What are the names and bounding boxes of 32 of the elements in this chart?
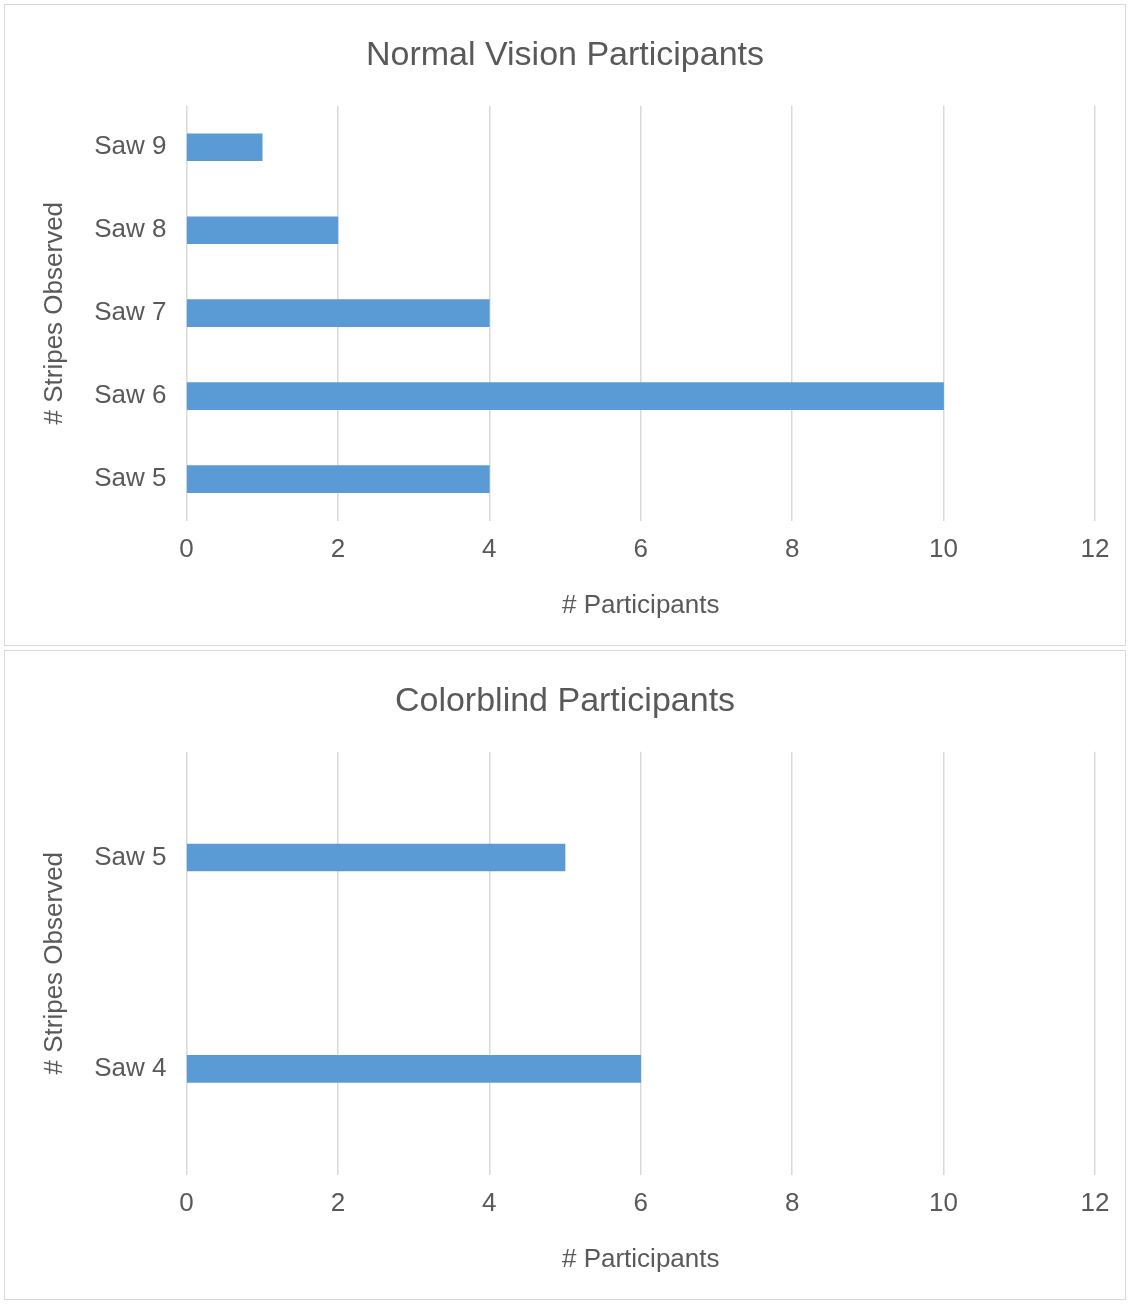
y-tick-label: Saw 6 [94, 379, 167, 410]
y-axis-title: # Stripes Observed [37, 851, 68, 1075]
bar [186, 299, 490, 328]
chart-title: Normal Vision Participants [365, 33, 765, 72]
y-tick-label: Saw 8 [94, 213, 167, 244]
x-axis-title: # Participants [561, 588, 720, 619]
y-tick-label: Saw 5 [94, 462, 167, 493]
y-tick-label: Saw 4 [94, 1052, 167, 1083]
bar [186, 465, 490, 493]
x-tick-label: 10 [929, 1187, 959, 1218]
y-tick-label: Saw 9 [94, 130, 167, 161]
x-tick-label: 2 [330, 1187, 346, 1218]
x-tick-label: 4 [482, 533, 497, 564]
x-tick-label: 0 [179, 1187, 194, 1218]
x-tick-label: 6 [633, 533, 648, 564]
x-tick-label: 4 [482, 1187, 497, 1218]
x-tick-label: 8 [784, 1187, 800, 1218]
x-tick-label: 12 [1080, 1187, 1110, 1218]
y-tick-label: Saw 7 [94, 296, 167, 327]
x-axis-title: # Participants [561, 1242, 720, 1273]
x-tick-label: 6 [633, 1187, 648, 1218]
bar [186, 133, 263, 162]
chart-title: Colorblind Participants [394, 679, 736, 718]
y-axis-title: # Stripes Observed [37, 201, 68, 425]
bar [186, 216, 339, 245]
x-tick-label: 12 [1080, 533, 1110, 564]
x-tick-label: 2 [330, 533, 346, 564]
y-tick-label: Saw 5 [94, 840, 167, 871]
x-tick-label: 8 [784, 533, 800, 564]
bar [186, 382, 944, 410]
x-tick-label: 10 [929, 533, 959, 564]
x-tick-label: 0 [179, 533, 194, 564]
